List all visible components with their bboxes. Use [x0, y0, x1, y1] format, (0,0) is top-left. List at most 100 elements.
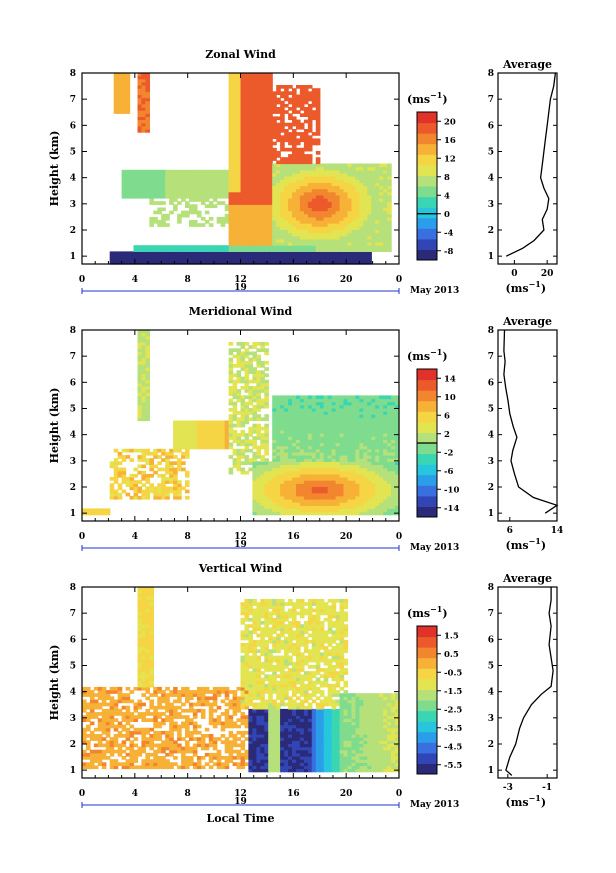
heatmap-cell	[228, 201, 234, 205]
heatmap-cell	[307, 436, 313, 440]
heatmap-cell	[307, 398, 313, 403]
heatmap-cell	[375, 464, 380, 469]
heatmap-cell	[375, 505, 380, 509]
heatmap-cell	[339, 201, 345, 205]
heatmap-cell	[347, 451, 353, 456]
heatmap-cell	[311, 420, 317, 425]
heatmap-cell	[113, 458, 119, 462]
heatmap-cell	[173, 179, 178, 183]
heatmap-cell	[161, 489, 166, 494]
heatmap-cell	[272, 492, 277, 497]
heatmap-cell	[363, 429, 368, 434]
heatmap-cell	[208, 169, 214, 174]
heatmap-cell	[244, 373, 250, 378]
heatmap-cell	[101, 690, 107, 694]
heatmap-cell	[212, 188, 218, 193]
heatmap-cell	[169, 477, 174, 481]
heatmap-cell	[240, 439, 246, 444]
heatmap-cell	[260, 345, 265, 349]
heatmap-cell	[260, 154, 265, 158]
heatmap-cell	[363, 408, 368, 412]
heatmap-cell	[248, 395, 253, 400]
heatmap-cell	[303, 251, 309, 256]
heatmap-cell	[240, 235, 246, 240]
heatmap-cell	[264, 398, 269, 403]
heatmap-cell	[145, 392, 150, 396]
heatmap-cell	[137, 401, 143, 406]
heatmap-cell	[165, 480, 170, 484]
heatmap-cell	[315, 467, 321, 472]
heatmap-cell	[268, 176, 273, 180]
heatmap-cell	[296, 489, 301, 494]
heatmap-cell	[319, 411, 325, 415]
heatmap-cell	[383, 248, 388, 252]
heatmap-cell	[299, 461, 305, 465]
heatmap-cell	[86, 702, 91, 707]
heatmap-cell	[280, 182, 285, 187]
heatmap-cell	[355, 408, 360, 412]
heatmap-cell	[200, 429, 206, 434]
heatmap-cell	[331, 198, 337, 202]
heatmap-cell	[240, 135, 246, 139]
heatmap-cell	[331, 404, 337, 409]
heatmap-cell	[371, 232, 376, 237]
heatmap-cell	[343, 223, 349, 227]
heatmap-cell	[264, 129, 269, 133]
heatmap-cell	[391, 426, 396, 431]
heatmap-cell	[109, 743, 115, 748]
heatmap-cell	[89, 737, 95, 741]
heatmap-cell	[327, 429, 333, 434]
heatmap-cell	[379, 505, 384, 509]
heatmap-cell	[276, 232, 281, 237]
heatmap-cell	[387, 448, 392, 453]
heatmap-cell	[137, 91, 143, 95]
heatmap-cell	[228, 257, 234, 262]
heatmap-cell	[383, 229, 388, 234]
heatmap-cell	[260, 201, 265, 205]
heatmap-cell	[327, 502, 333, 506]
heatmap-cell	[299, 251, 305, 256]
heatmap-cell	[133, 248, 139, 252]
heatmap-cell	[121, 260, 127, 265]
heatmap-cell	[248, 254, 253, 259]
heatmap-cell	[220, 216, 226, 221]
heatmap-cell	[125, 97, 131, 102]
heatmap-cell	[137, 360, 143, 365]
heatmap-cell	[299, 442, 305, 447]
heatmap-cell	[173, 194, 178, 199]
heatmap-cell	[395, 458, 400, 462]
heatmap-cell	[260, 107, 265, 111]
colorbar-tick-label: 4	[444, 191, 450, 201]
heatmap-cell	[252, 398, 257, 403]
heatmap-cell	[359, 489, 364, 494]
heatmap-cell	[185, 204, 190, 208]
heatmap-cell	[165, 223, 170, 227]
heatmap-cell	[315, 423, 321, 428]
heatmap-cell	[292, 445, 297, 450]
heatmap-cell	[292, 116, 297, 121]
heatmap-cell	[272, 473, 277, 478]
heatmap-cell	[256, 382, 261, 387]
heatmap-cell	[331, 257, 337, 262]
heatmap-cell	[109, 721, 115, 726]
heatmap-cell	[355, 188, 360, 193]
heatmap-cell	[224, 420, 230, 425]
heatmap-cell	[256, 78, 261, 83]
heatmap-cell	[307, 223, 313, 227]
heatmap-cell	[276, 254, 281, 259]
heatmap-cell	[89, 693, 95, 697]
heatmap-cell	[181, 257, 186, 262]
colorbar-tick-label: -6	[444, 467, 454, 477]
heatmap-cell	[276, 204, 281, 208]
heatmap-cell	[307, 169, 313, 174]
heatmap-cell	[252, 386, 257, 390]
heatmap-cell	[383, 448, 388, 453]
heatmap-cell	[292, 213, 297, 218]
heatmap-cell	[272, 216, 277, 221]
heatmap-cell	[256, 376, 261, 381]
heatmap-cell	[288, 502, 293, 506]
heatmap-cell	[133, 486, 139, 491]
heatmap-cell	[355, 176, 360, 180]
heatmap-cell	[276, 132, 281, 136]
heatmap-cell	[387, 436, 392, 440]
